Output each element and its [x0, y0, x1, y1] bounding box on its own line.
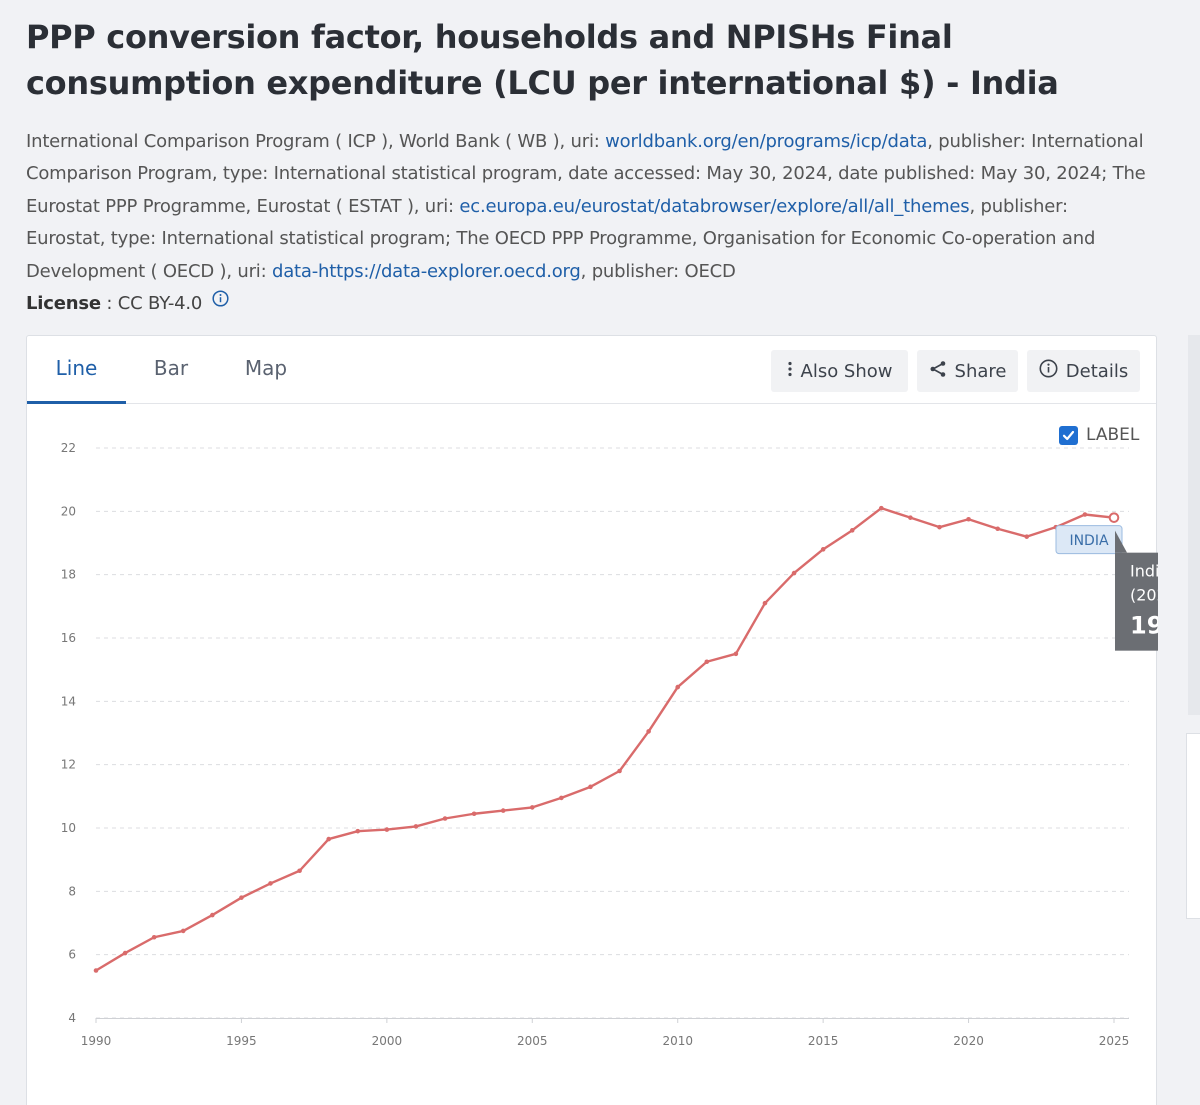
source-text-3: , publisher: Eurostat, type: Internation…	[26, 195, 1096, 282]
license: License : CC BY-4.0	[26, 290, 229, 318]
data-point	[937, 524, 942, 530]
data-point	[122, 950, 128, 956]
data-point	[908, 515, 913, 520]
y-tick-label: 20	[61, 504, 76, 518]
y-tick-label: 18	[61, 568, 76, 582]
y-tick-label: 10	[61, 821, 76, 835]
y-tick-label: 16	[61, 631, 76, 645]
data-point	[995, 526, 1000, 532]
info-icon[interactable]	[212, 288, 229, 316]
license-label: License	[26, 293, 101, 314]
more-vertical-icon	[787, 361, 793, 382]
series-label: INDIA	[1069, 533, 1109, 549]
data-point	[500, 808, 506, 813]
x-tick-label: 2005	[517, 1034, 548, 1048]
data-point	[820, 547, 826, 552]
data-point	[180, 928, 186, 934]
data-point	[1024, 534, 1030, 539]
x-tick-label: 2025	[1099, 1034, 1130, 1048]
tab-bar[interactable]: Bar	[153, 356, 189, 380]
tab-line[interactable]: Line	[27, 336, 126, 404]
x-tick-label: 2000	[372, 1034, 403, 1048]
tab-map[interactable]: Map	[244, 356, 288, 380]
data-point	[384, 827, 390, 832]
data-point	[471, 811, 477, 817]
details-label: Details	[1065, 360, 1129, 382]
x-tick-label: 2015	[808, 1034, 839, 1048]
data-point	[297, 868, 302, 874]
data-point	[791, 570, 797, 576]
info-circle-icon	[1039, 359, 1058, 383]
chart-card: Line Bar Map Also Show Share Details LAB…	[26, 335, 1158, 1105]
series-label-box	[1055, 525, 1123, 555]
page-title: PPP conversion factor, households and NP…	[26, 18, 1059, 102]
data-point	[151, 934, 157, 940]
tooltip: India (2025) 19.8	[1115, 530, 1158, 651]
data-point	[268, 881, 273, 886]
license-separator: :	[100, 293, 118, 314]
x-tick-label: 2010	[662, 1034, 693, 1048]
data-point	[239, 895, 244, 900]
source-text-4: , publisher: OECD	[580, 260, 736, 282]
x-tick-label: 1995	[226, 1034, 257, 1048]
x-tick-label: 2020	[953, 1034, 984, 1048]
data-point	[588, 784, 593, 790]
data-point	[675, 684, 681, 690]
y-tick-label: 6	[68, 948, 76, 962]
line-chart[interactable]: 4 6 8 10 12 14 16 18 20 22 1990 1995 2000 2005 2010 201…	[27, 336, 1158, 1105]
source-link-worldbank[interactable]: worldbank.org/en/programs/icp/data	[605, 131, 928, 152]
share-icon	[929, 360, 947, 383]
source-link-eurostat[interactable]: ec.europa.eu/eurostat/databrowser/explor…	[459, 195, 970, 217]
label-toggle-text: LABEL	[1086, 425, 1140, 445]
y-tick-label: 4	[68, 1011, 76, 1025]
license-value: CC BY-4.0	[117, 293, 203, 314]
y-tick-label: 22	[61, 441, 76, 455]
data-point	[413, 824, 419, 829]
tooltip-box	[1115, 552, 1158, 651]
source-text-1: International Comparison Program ( ICP )…	[26, 131, 606, 152]
data-point	[210, 912, 215, 918]
label-toggle[interactable]: LABEL	[1059, 424, 1139, 446]
details-button[interactable]: Details	[1027, 350, 1140, 392]
data-point-highlighted	[1108, 512, 1120, 523]
data-point	[646, 729, 651, 734]
source-citation: International Comparison Program ( ICP )…	[26, 126, 1146, 288]
series-line-india	[95, 506, 1115, 972]
x-tick-label: 1990	[81, 1034, 112, 1048]
label-checkbox[interactable]	[1059, 425, 1078, 445]
tooltip-name: India	[1130, 562, 1158, 581]
y-tick-label: 14	[61, 694, 76, 708]
chart-tabs: Line Bar Map Also Show Share Details	[27, 336, 1156, 404]
also-show-label: Also Show	[800, 360, 893, 382]
data-point	[966, 516, 971, 522]
data-point	[559, 795, 564, 801]
data-point	[355, 828, 361, 834]
data-point	[93, 968, 99, 973]
y-tick-label: 8	[68, 884, 76, 898]
data-point	[879, 505, 884, 511]
data-point	[849, 528, 855, 533]
data-point	[762, 600, 768, 606]
y-tick-label: 12	[61, 758, 76, 772]
data-point	[326, 836, 331, 842]
source-text-2: , publisher: International Comparison Pr…	[26, 131, 1146, 217]
data-point	[442, 816, 448, 821]
also-show-button[interactable]: Also Show	[771, 350, 908, 392]
data-point	[617, 768, 622, 774]
side-panel-edge	[1188, 335, 1200, 715]
side-panel-tab[interactable]	[1186, 733, 1200, 919]
tooltip-year: (2025)	[1130, 586, 1158, 605]
share-button[interactable]: Share	[917, 350, 1018, 392]
tooltip-arrow	[1115, 530, 1127, 553]
data-point	[704, 659, 710, 665]
data-point	[1082, 512, 1088, 517]
data-point	[529, 805, 535, 810]
share-label: Share	[954, 360, 1007, 382]
tooltip-value: 19.8	[1130, 612, 1158, 640]
source-link-oecd[interactable]: data-https://data-explorer.oecd.org	[272, 260, 581, 282]
data-point	[733, 651, 739, 657]
